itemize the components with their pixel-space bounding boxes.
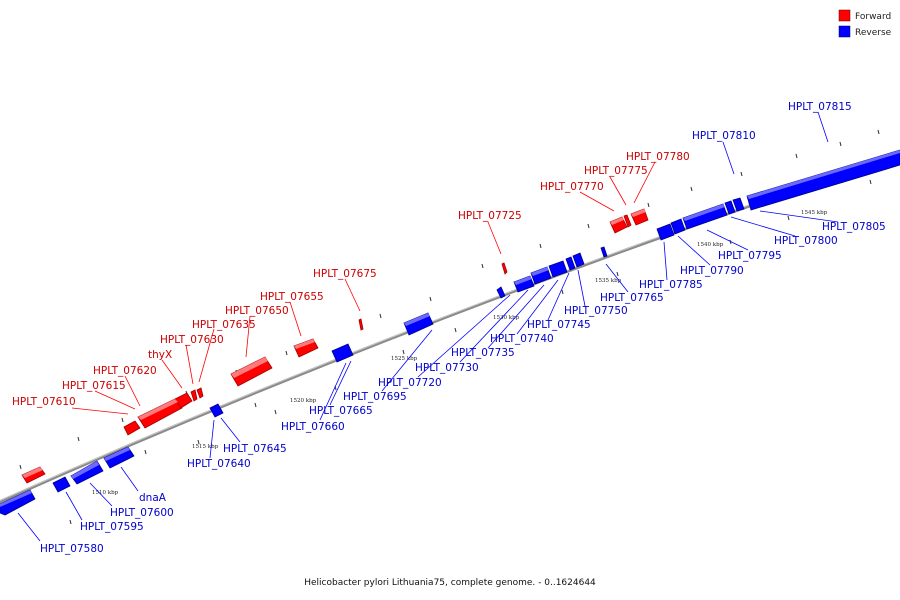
gene-label-hplt-07665[interactable]: HPLT_07665 [309, 405, 373, 417]
reverse-gene-block[interactable] [656, 223, 675, 241]
reverse-gene-block[interactable] [746, 149, 900, 211]
reverse-gene-block[interactable] [572, 252, 585, 268]
gene-label-hplt-07600[interactable]: HPLT_07600 [110, 507, 174, 519]
reverse-gene-block[interactable] [732, 197, 745, 212]
reverse-gene-block[interactable] [52, 476, 71, 493]
forward-gene-tops [22, 209, 646, 478]
gene-label-hplt-07675[interactable]: HPLT_07675 [313, 268, 377, 280]
gene-label-hplt-07620[interactable]: HPLT_07620 [93, 365, 157, 377]
legend: Forward Reverse [838, 9, 892, 38]
reverse-gene-block[interactable] [548, 260, 568, 278]
gene-label-hplt-07650[interactable]: HPLT_07650 [225, 305, 289, 317]
gene-label-hplt-07775[interactable]: HPLT_07775 [584, 165, 648, 177]
gene-label-hplt-07595[interactable]: HPLT_07595 [80, 521, 144, 533]
tick-label-1520: 1520 kbp [290, 398, 317, 404]
legend-reverse-label: Reverse [855, 28, 892, 38]
reverse-gene-block[interactable] [496, 286, 506, 299]
tick-label-1525: 1525 kbp [391, 356, 418, 362]
forward-gene-block[interactable] [358, 318, 364, 331]
tick-label-1545: 1545 kbp [801, 210, 828, 216]
tick-label-1510: 1510 kbp [92, 490, 119, 496]
gene-label-hplt-07800[interactable]: HPLT_07800 [774, 235, 838, 247]
gene-label-hplt-07645[interactable]: HPLT_07645 [223, 443, 287, 455]
gene-label-hplt-07635[interactable]: HPLT_07635 [192, 319, 256, 331]
tick-label-1540: 1540 kbp [697, 242, 724, 248]
forward-gene-block[interactable] [623, 214, 632, 228]
gene-label-hplt-07615[interactable]: HPLT_07615 [62, 380, 126, 392]
gene-label-hplt-07810[interactable]: HPLT_07810 [692, 130, 756, 142]
reverse-gene-block[interactable] [600, 246, 608, 258]
gene-label-hplt-07815[interactable]: HPLT_07815 [788, 101, 852, 113]
gene-label-hplt-07660[interactable]: HPLT_07660 [281, 421, 345, 433]
gene-label-hplt-07770[interactable]: HPLT_07770 [540, 181, 604, 193]
forward-gene-block[interactable] [230, 356, 273, 387]
forward-gene-block[interactable] [123, 420, 141, 436]
gene-label-hplt-07630[interactable]: HPLT_07630 [160, 334, 224, 346]
gene-label-hplt-07610[interactable]: HPLT_07610 [12, 396, 76, 408]
reverse-gene-block[interactable] [331, 343, 354, 363]
tick-label-1535: 1535 kbp [595, 278, 622, 284]
reverse-gene-block[interactable] [209, 403, 224, 418]
reverse-leaders [17, 111, 839, 542]
gene-label-hplt-07785[interactable]: HPLT_07785 [639, 279, 703, 291]
gene-label-hplt-07805[interactable]: HPLT_07805 [822, 221, 886, 233]
reverse-gene-block[interactable] [103, 446, 135, 469]
forward-gene-block[interactable] [190, 389, 198, 402]
gene-label-thyx[interactable]: thyX [148, 349, 172, 361]
forward-genes [21, 208, 649, 484]
gene-label-hplt-07735[interactable]: HPLT_07735 [451, 347, 515, 359]
gene-label-hplt-07725[interactable]: HPLT_07725 [458, 210, 522, 222]
gene-label-hplt-07750[interactable]: HPLT_07750 [564, 305, 628, 317]
gene-label-hplt-07730[interactable]: HPLT_07730 [415, 362, 479, 374]
gene-label-hplt-07790[interactable]: HPLT_07790 [680, 265, 744, 277]
gene-label-hplt-07745[interactable]: HPLT_07745 [527, 319, 591, 331]
tick-label-1530: 1530 kbp [493, 315, 520, 321]
gene-label-hplt-07695[interactable]: HPLT_07695 [343, 391, 407, 403]
legend-reverse-swatch [838, 25, 851, 38]
tick-label-1515: 1515 kbp [192, 444, 219, 450]
legend-forward-swatch [838, 9, 851, 22]
forward-gene-block[interactable] [196, 387, 204, 399]
gene-label-hplt-07640[interactable]: HPLT_07640 [187, 458, 251, 470]
forward-leaders [71, 161, 656, 415]
reverse-gene-block[interactable] [670, 218, 686, 235]
reverse-gene-tops [0, 150, 900, 507]
gene-label-hplt-07765[interactable]: HPLT_07765 [600, 292, 664, 304]
reverse-gene-block[interactable] [565, 256, 576, 271]
forward-labels: HPLT_07610 HPLT_07615 HPLT_07620 thyX HP… [12, 151, 690, 408]
gene-label-hplt-07720[interactable]: HPLT_07720 [378, 377, 442, 389]
forward-gene-block[interactable] [501, 262, 508, 275]
forward-gene-block[interactable] [137, 398, 183, 429]
figure-caption: Helicobacter pylori Lithuania75, complet… [304, 578, 596, 588]
scale-labels: 1510 kbp 1515 kbp 1520 kbp 1525 kbp 1530… [92, 210, 828, 496]
legend-forward-label: Forward [855, 12, 891, 22]
reverse-labels: HPLT_07580 HPLT_07595 HPLT_07600 dnaA HP… [40, 101, 886, 555]
reverse-genes [0, 149, 900, 516]
forward-gene-block[interactable] [174, 392, 193, 409]
gene-label-hplt-07740[interactable]: HPLT_07740 [490, 333, 554, 345]
gene-label-hplt-07780[interactable]: HPLT_07780 [626, 151, 690, 163]
gene-label-hplt-07655[interactable]: HPLT_07655 [260, 291, 324, 303]
gene-label-dnaa[interactable]: dnaA [139, 492, 167, 504]
reverse-gene-block[interactable] [724, 200, 736, 215]
gene-label-hplt-07795[interactable]: HPLT_07795 [718, 250, 782, 262]
track-ticks [19, 129, 880, 525]
gene-label-hplt-07580[interactable]: HPLT_07580 [40, 543, 104, 555]
